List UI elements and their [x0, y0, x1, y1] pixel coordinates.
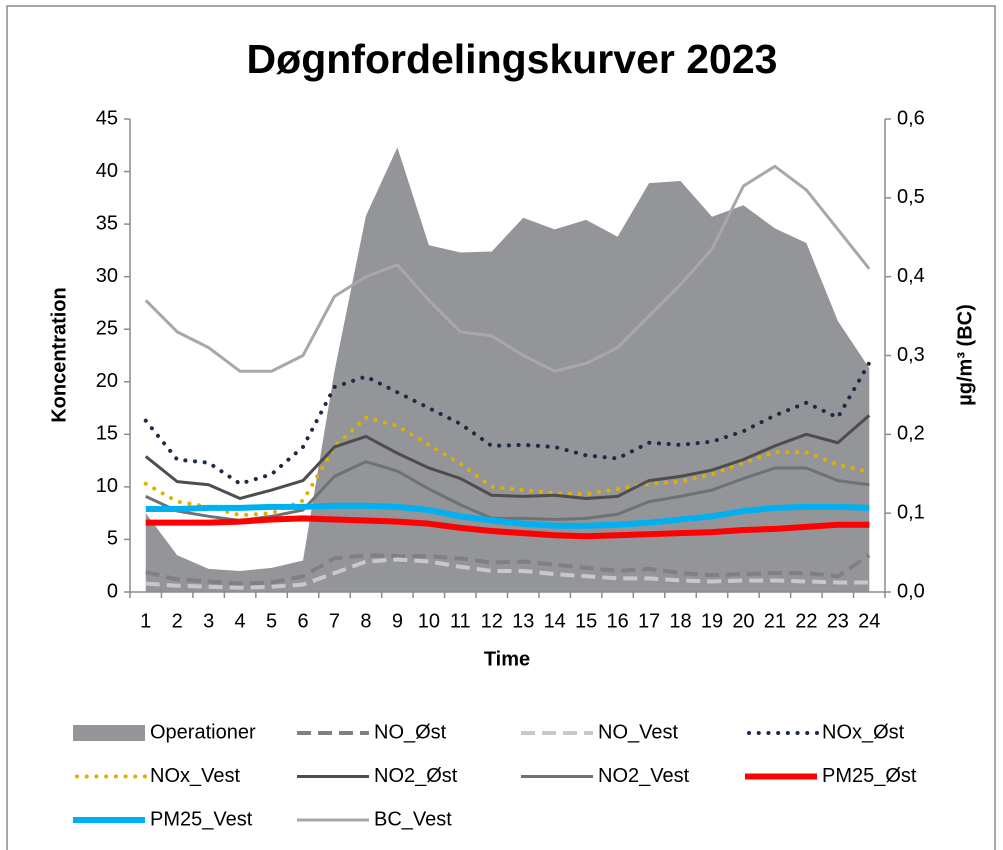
x-tick-label: 17: [638, 610, 660, 632]
legend-label: PM25_Øst: [822, 765, 917, 787]
x-tick-label: 20: [732, 610, 754, 632]
y-tick-label: 5: [107, 528, 118, 550]
x-tick-label: 12: [481, 610, 503, 632]
legend-label: Operationer: [150, 721, 256, 743]
y2-axis-title: µg/m³ (BC): [954, 304, 976, 406]
legend-label: NO_Øst: [374, 721, 447, 743]
x-tick-label: 5: [266, 610, 277, 632]
line: [143, 360, 872, 486]
y-tick-label: 0: [107, 580, 118, 602]
x-tick-label: 14: [544, 610, 566, 632]
y-tick-label: 35: [96, 212, 118, 234]
plot-area: [143, 147, 872, 592]
y2-tick-label: 0,6: [897, 107, 925, 129]
x-tick-label: 21: [764, 610, 786, 632]
line: [145, 557, 870, 590]
legend-label: PM25_Vest: [150, 808, 253, 830]
x-tick-label: 11: [450, 610, 471, 632]
legend-label: NO2_Øst: [374, 765, 458, 787]
x-tick-label: 22: [795, 610, 817, 632]
legend-label: NOx_Vest: [150, 765, 240, 787]
line: [145, 502, 870, 529]
chart-title: Døgnfordelingskurver 2023: [247, 36, 778, 82]
legend-label: NO_Vest: [598, 721, 678, 743]
legend-label: NO2_Vest: [598, 765, 690, 787]
y-tick-label: 10: [96, 475, 118, 497]
y2-tick-label: 0,2: [897, 423, 925, 445]
line: [145, 515, 870, 540]
line: [144, 414, 871, 500]
line: [143, 415, 872, 518]
x-tick-label: 9: [392, 610, 403, 632]
x-tick-label: 16: [606, 610, 628, 632]
x-tick-label: 4: [235, 610, 246, 632]
x-tick-label: 18: [669, 610, 691, 632]
legend-swatch: [73, 725, 145, 741]
y-tick-label: 40: [96, 160, 118, 182]
y-axis-title: Koncentration: [48, 287, 70, 423]
x-tick-label: 3: [203, 610, 214, 632]
line: [145, 553, 871, 586]
x-tick-label: 8: [360, 610, 371, 632]
y-tick-label: 25: [96, 318, 118, 340]
y2-tick-label: 0,3: [897, 344, 925, 366]
y-tick-label: 30: [96, 265, 118, 287]
y-tick-label: 20: [96, 370, 118, 392]
x-tick-label: 13: [512, 610, 534, 632]
line: [144, 164, 871, 373]
x-axis-title: Time: [484, 648, 530, 670]
y2-tick-label: 0,5: [897, 186, 925, 208]
legend: Operationer NO_Øst NO_Vest NOx_Øst NOx_Vest N…: [73, 721, 917, 830]
y-tick-label: 15: [96, 423, 118, 445]
legend-label: NOx_Øst: [822, 721, 905, 743]
y2-tick-label: 0,1: [897, 501, 925, 523]
axes: 0510152025303540450,00,10,20,30,40,50,61…: [96, 107, 925, 632]
y-tick-label: 45: [96, 107, 118, 129]
legend-label: BC_Vest: [374, 808, 452, 830]
x-tick-label: 19: [701, 610, 723, 632]
x-tick-label: 6: [297, 610, 308, 632]
x-tick-label: 7: [329, 610, 340, 632]
x-tick-label: 15: [575, 610, 597, 632]
area: [145, 147, 870, 592]
y2-tick-label: 0,4: [897, 265, 925, 287]
x-tick-label: 10: [418, 610, 440, 632]
y2-tick-label: 0,0: [897, 580, 925, 602]
x-tick-label: 1: [140, 610, 151, 632]
x-tick-label: 23: [827, 610, 849, 632]
x-tick-label: 24: [858, 610, 880, 632]
x-tick-label: 2: [172, 610, 183, 632]
